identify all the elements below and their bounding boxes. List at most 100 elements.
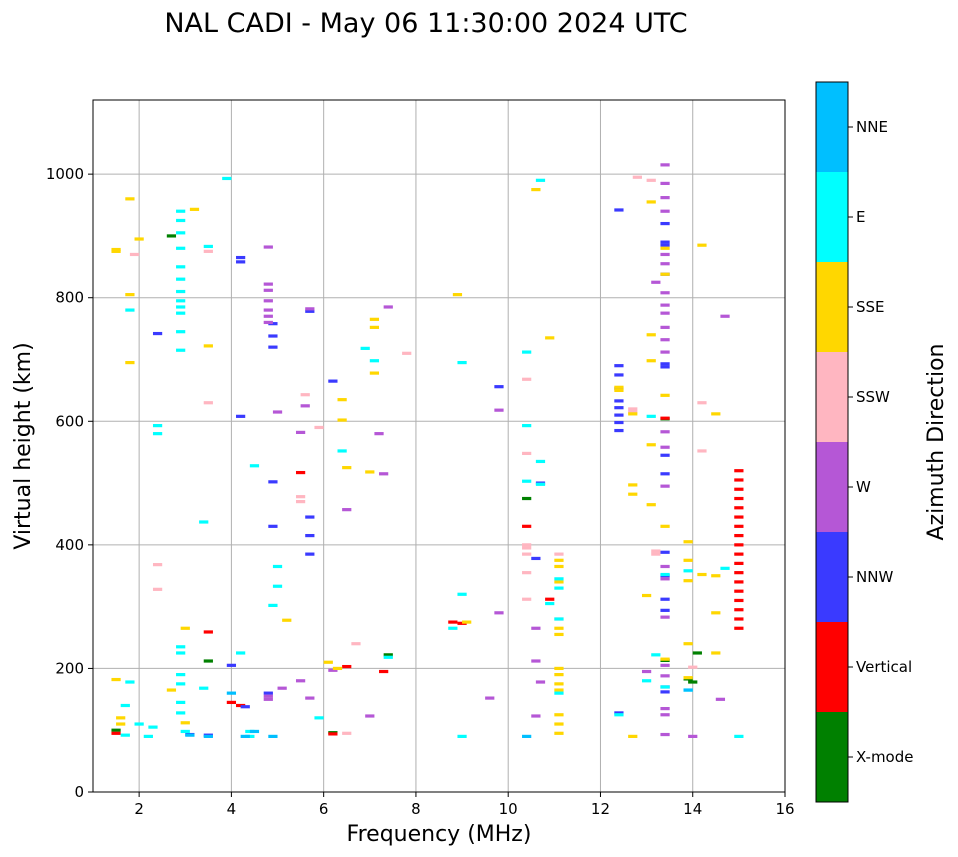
data-point-sse [711,574,721,578]
colorbar-segment [816,622,848,712]
data-point-nnw [305,552,315,556]
data-point-sse [554,632,564,637]
data-point-w [494,408,504,412]
data-point-nnw [614,399,624,403]
data-point-nne [226,691,237,695]
colorbar: X-mode Vertical NNW W SSW SSE E NNE [815,81,913,803]
data-point-ssw [632,175,642,179]
data-point-w [263,314,273,318]
data-point-sse [125,293,135,297]
data-point-w [660,732,670,737]
data-point-nnw [614,420,624,425]
y-tick-label: 1000 [46,165,84,183]
data-point-nnw [268,480,278,484]
data-point-nnw [614,406,624,410]
data-point-ssw [522,377,532,381]
data-point-ssw [295,495,306,499]
data-point-nnw [660,221,670,226]
data-point-w [660,196,670,200]
data-point-ssw [522,597,532,601]
data-point-w [263,320,273,325]
data-point-vertical [734,580,744,584]
data-point-e [176,348,186,352]
data-point-vertical [111,731,121,735]
data-point-nne [240,734,250,738]
data-point-nnw [152,331,163,336]
data-point-ssw [646,178,656,182]
data-point-e [176,209,186,213]
data-point-w [660,430,670,434]
colorbar-label: X-mode [856,748,913,766]
data-point-e [125,308,135,312]
data-point-sse [711,651,721,655]
data-point-w [535,680,546,684]
data-point-sse [342,466,352,470]
data-point-e [641,679,652,683]
data-point-nne [249,729,260,734]
data-point-sse [554,666,564,671]
data-point-e [125,680,135,684]
data-point-w [660,350,670,354]
data-point-e [660,572,670,577]
data-point-sse [646,503,656,507]
data-point-sse [628,734,638,738]
data-point-e [554,586,564,590]
data-point-vertical [734,496,744,501]
data-point-vertical [342,664,352,669]
data-point-sse [365,470,375,474]
colorbar-label: NNE [856,118,888,136]
data-point-w [660,577,670,581]
data-point-e [734,734,744,738]
data-point-nnw [614,208,624,212]
data-point-x-mode [203,659,213,663]
data-point-nnw [226,663,237,667]
x-axis-title: Frequency (MHz) [347,822,532,847]
data-point-ssw [697,449,707,453]
data-point-w [263,282,273,286]
data-point-sse [683,579,693,583]
data-point-w [660,445,670,449]
data-point-vertical [328,732,338,736]
colorbar-segments [816,82,848,802]
data-point-w [660,564,670,569]
data-point-ssw [522,571,532,575]
data-point-ssw [522,552,532,556]
data-point-sse [628,412,638,416]
y-tick-label: 600 [55,412,84,430]
data-point-e [614,713,624,717]
data-point-sse [116,716,126,720]
data-point-w [263,308,273,312]
data-point-e [249,464,260,468]
data-point-e [314,716,324,720]
data-point-vertical [734,524,744,528]
data-point-w [720,314,730,318]
data-point-w [485,696,495,700]
data-point-w [688,734,698,738]
data-point-e [176,299,186,303]
data-point-e [176,700,186,705]
data-point-ssw [554,552,564,556]
data-point-nnw [660,243,670,247]
colorbar-segment [816,172,848,262]
data-point-w [660,252,670,257]
data-point-e [176,218,186,223]
data-marks [111,163,744,738]
data-point-vertical [734,543,744,547]
data-point-w [531,659,541,663]
data-point-sse [660,657,670,661]
data-point-w [374,432,384,436]
data-point-w [660,181,670,186]
data-point-sse [697,572,707,577]
data-point-e [134,722,144,726]
data-point-sse [646,333,656,337]
data-point-e [180,729,190,734]
data-point-w [651,280,661,284]
data-point-e [199,520,209,524]
data-point-ssw [522,451,532,456]
data-point-sse [180,626,190,630]
data-point-nnw [305,309,315,313]
data-point-vertical [734,589,744,593]
colorbar-frame [815,81,849,803]
data-point-vertical [379,669,389,674]
data-point-sse [111,247,121,252]
